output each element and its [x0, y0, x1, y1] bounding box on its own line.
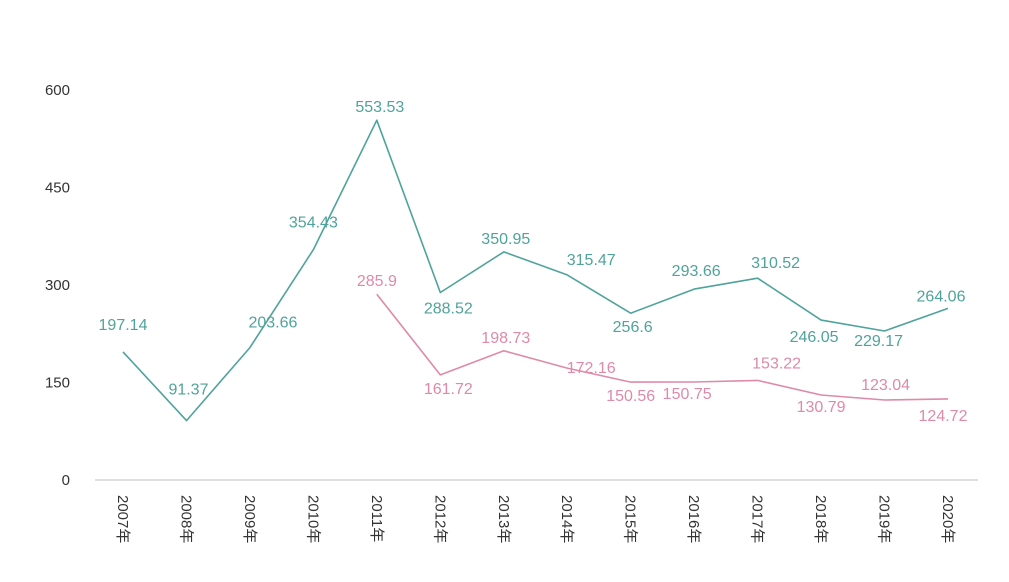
data-label: 310.52	[751, 255, 800, 272]
data-label: 150.75	[663, 386, 712, 403]
x-tick-label: 2015年	[622, 495, 639, 543]
x-tick-label: 2019年	[876, 495, 893, 543]
x-tick-label: 2017年	[749, 495, 766, 543]
data-label: 293.66	[672, 263, 721, 280]
y-axis: 0 150 300 450 600	[45, 82, 70, 489]
x-tick-label: 2014年	[558, 495, 575, 543]
data-label: 256.6	[613, 319, 653, 336]
y-tick-label: 0	[62, 472, 70, 489]
data-label: 203.66	[248, 315, 297, 332]
x-tick-label: 2010年	[304, 495, 321, 543]
data-label: 91.37	[168, 382, 208, 399]
data-label: 246.05	[790, 329, 839, 346]
x-tick-label: 2008年	[177, 495, 194, 543]
data-label: 124.72	[919, 408, 968, 425]
data-label: 285.9	[357, 273, 397, 290]
data-label: 150.56	[606, 388, 655, 405]
y-tick-label: 300	[45, 277, 70, 294]
data-label: 264.06	[917, 288, 966, 305]
series-line-0	[122, 119, 949, 422]
y-tick-label: 600	[45, 82, 70, 99]
series-lines	[122, 119, 949, 422]
data-label: 161.72	[424, 381, 473, 398]
data-label: 197.14	[99, 317, 148, 334]
x-tick-label: 2007年	[114, 495, 131, 543]
x-tick-label: 2009年	[241, 495, 258, 543]
data-label: 288.52	[424, 300, 473, 317]
x-tick-label: 2013年	[495, 495, 512, 543]
x-tick-label: 2011年	[368, 495, 385, 542]
y-tick-label: 150	[45, 375, 70, 392]
data-label: 553.53	[355, 99, 404, 116]
data-label: 229.17	[854, 333, 903, 350]
x-tick-label: 2012年	[431, 495, 448, 543]
data-label: 198.73	[481, 330, 530, 347]
series-line-1	[376, 293, 949, 401]
x-tick-label: 2018年	[812, 495, 829, 543]
y-tick-label: 450	[45, 180, 70, 197]
data-label: 130.79	[797, 399, 846, 416]
x-tick-label: 2020年	[939, 495, 956, 543]
data-label: 153.22	[752, 355, 801, 372]
data-labels: 197.14 91.37 203.66 354.43 553.53 288.52 350.9…	[99, 99, 968, 425]
data-label: 315.47	[567, 252, 616, 269]
x-tick-label: 2016年	[685, 495, 702, 543]
x-axis: 2007年 2008年 2009年 2010年 2011年 2012年 2013年 2014年…	[114, 495, 956, 543]
data-label: 123.04	[861, 377, 910, 394]
data-label: 354.43	[289, 215, 338, 232]
data-label: 172.16	[567, 360, 616, 377]
data-label: 350.95	[481, 231, 530, 248]
